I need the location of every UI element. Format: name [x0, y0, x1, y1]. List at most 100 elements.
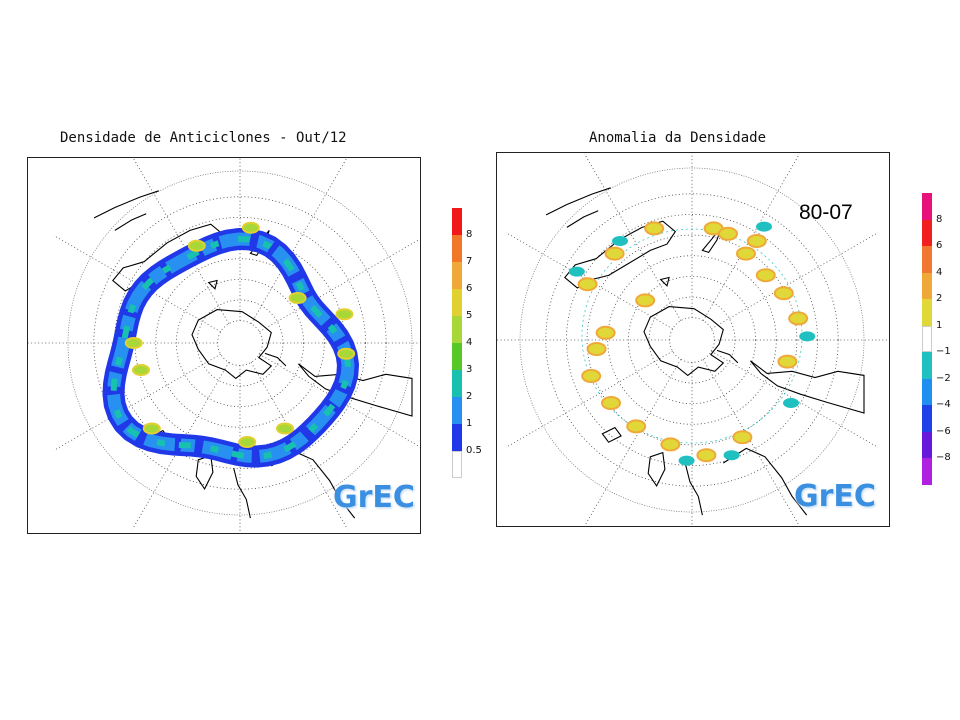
- meridian-line: [702, 153, 800, 321]
- meridian-line: [53, 235, 221, 333]
- colorbar-swatch: [452, 424, 462, 451]
- positive-anomaly-blob: [660, 437, 681, 452]
- colorbar-swatch: [452, 235, 462, 262]
- positive-anomaly-blob: [732, 430, 753, 445]
- colorbar-swatch: [922, 193, 932, 220]
- antarctica-coastline: [643, 306, 725, 377]
- colorbar-label: −2: [936, 372, 951, 384]
- grec-logo-right: GrEC: [794, 479, 876, 514]
- meridian-line: [132, 362, 230, 530]
- meridian-line: [259, 353, 420, 448]
- density-maximum: [337, 347, 356, 360]
- latitude-circle: [627, 275, 757, 405]
- left-map-frame: GrEC: [27, 157, 421, 534]
- right-panel-title: Anomalia da Densidade: [589, 130, 767, 146]
- colorbar-swatch: [452, 208, 462, 235]
- latitude-circle: [175, 278, 305, 408]
- antarctica-coastline: [191, 309, 273, 380]
- indonesia-coastline: [93, 190, 159, 219]
- colorbar-swatch: [452, 451, 462, 478]
- madagascar-coastline: [195, 454, 214, 490]
- density-maximum: [124, 337, 143, 349]
- meridian-line: [132, 158, 230, 324]
- colorbar-swatch: [922, 325, 932, 352]
- antarctic-peninsula: [716, 349, 739, 364]
- latitude-circle: [93, 196, 387, 490]
- colorbar-swatch: [922, 431, 932, 458]
- latitude-circle: [669, 317, 715, 363]
- negative-anomaly-blob: [723, 450, 740, 461]
- left-polar-map: [28, 158, 420, 533]
- density-maximum: [142, 422, 161, 435]
- positive-anomaly-blob: [601, 396, 621, 410]
- positive-anomaly-blob: [604, 246, 625, 261]
- latitude-circle: [155, 258, 325, 428]
- colorbar-swatch: [922, 272, 932, 299]
- negative-anomaly-blob: [678, 455, 695, 466]
- density-maximum: [276, 422, 294, 435]
- colorbar-label: 2: [466, 391, 473, 402]
- positive-anomaly-blob: [644, 221, 665, 236]
- colorbar-label: 8: [466, 229, 473, 240]
- latitude-circle: [217, 320, 263, 366]
- meridian-line: [259, 238, 420, 333]
- png-coastline: [114, 213, 147, 231]
- latitude-circle: [114, 217, 366, 469]
- density-maximum: [288, 292, 307, 304]
- left-panel-title: Densidade de Anticiclones - Out/12: [60, 130, 347, 146]
- positive-anomaly-blob: [788, 311, 809, 326]
- colorbar-swatch: [922, 405, 932, 432]
- negative-anomaly-blob: [612, 236, 628, 246]
- right-map-frame: 80-07 GrEC: [496, 152, 890, 527]
- colorbar-label: −1: [936, 346, 951, 357]
- africa-west-coastline: [685, 464, 703, 516]
- colorbar-swatch: [922, 352, 932, 379]
- colorbar-swatch: [452, 289, 462, 316]
- latitude-circle: [586, 234, 798, 446]
- right-colorbar: 8 6 4 2 1 −1 −2 −4 −6 −8: [922, 193, 958, 485]
- meridian-line: [53, 353, 221, 451]
- colorbar-label: −4: [936, 399, 951, 410]
- colorbar-label: −8: [936, 452, 951, 463]
- colorbar-swatch: [452, 316, 462, 343]
- meridian-line: [584, 359, 682, 526]
- island-coastline: [601, 426, 622, 443]
- positive-anomaly-blob: [586, 342, 607, 356]
- colorbar-label: 5: [466, 310, 473, 321]
- colorbar-label: 7: [466, 256, 473, 267]
- density-ring: [102, 221, 359, 468]
- left-colorbar: 8 7 6 5 4 3 2 1 0.5: [452, 208, 492, 480]
- density-maximum: [187, 239, 206, 252]
- latitude-circle: [566, 214, 818, 466]
- anomaly-period-label: 80-07: [799, 201, 853, 224]
- latitude-circle: [545, 193, 839, 487]
- colorbar-swatch: [922, 219, 932, 246]
- tasmania-coastline: [659, 276, 670, 287]
- colorbar-swatch: [452, 397, 462, 424]
- colorbar-label: 4: [466, 337, 473, 348]
- positive-anomaly-blob: [635, 293, 656, 308]
- latitude-circle: [196, 299, 284, 387]
- negative-anomaly-blob: [799, 331, 816, 342]
- density-maximum: [335, 308, 354, 321]
- colorbar-label: 1: [466, 418, 473, 429]
- anomaly-field: [568, 221, 816, 466]
- positive-anomaly-blob: [746, 234, 767, 248]
- colorbar-label: 6: [466, 283, 473, 294]
- density-contour-2: [110, 235, 352, 460]
- colorbar-swatch: [452, 262, 462, 289]
- right-polar-map: [497, 153, 889, 526]
- outer-latitude-circle: [519, 167, 865, 513]
- meridian-line: [505, 350, 673, 448]
- indonesia-coastline: [545, 187, 611, 216]
- grec-logo-left: GrEC: [333, 480, 415, 515]
- colorbar-label: 2: [936, 293, 943, 304]
- africa-east-coastline: [723, 447, 808, 516]
- colorbar-swatch: [922, 378, 932, 405]
- positive-anomaly-blob: [718, 226, 738, 241]
- positive-anomaly-blob: [581, 369, 602, 383]
- positive-anomaly-blob: [595, 325, 616, 340]
- positive-anomaly-blob: [777, 354, 798, 369]
- colorbar-swatch: [922, 299, 932, 326]
- positive-anomaly-blob: [773, 286, 794, 301]
